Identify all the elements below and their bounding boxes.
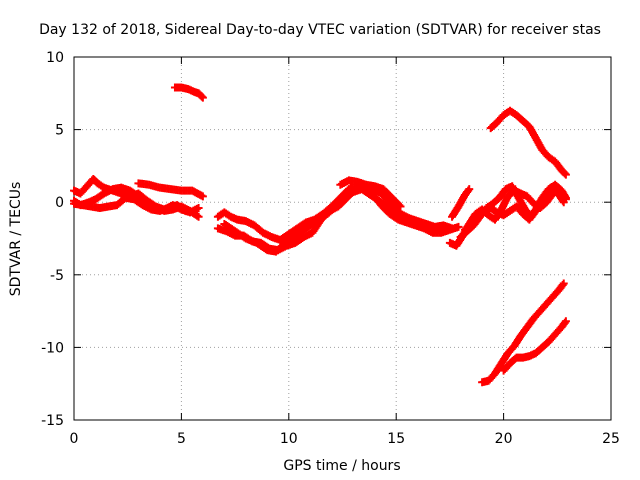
series-track-i — [336, 176, 405, 211]
series-track-p — [499, 317, 570, 375]
data-point — [395, 201, 404, 210]
data-point — [561, 193, 570, 202]
data-point — [454, 222, 463, 231]
series-track-e — [170, 83, 207, 102]
data-point — [198, 93, 207, 102]
series-track-n — [486, 106, 570, 179]
data-point — [560, 169, 569, 178]
y-tick-label: 10 — [46, 50, 64, 66]
data-point — [181, 206, 190, 215]
data-point — [465, 185, 474, 194]
data-point — [194, 204, 203, 213]
x-tick-label: 20 — [495, 431, 513, 447]
x-tick-label: 0 — [70, 431, 79, 447]
data-point — [561, 170, 570, 179]
x-tick-label: 25 — [602, 431, 620, 447]
series-track-d — [134, 179, 207, 201]
chart-title: Day 132 of 2018, Sidereal Day-to-day VTE… — [39, 22, 601, 38]
data-point — [198, 192, 207, 201]
data-point — [558, 280, 567, 289]
series-track-f — [213, 182, 457, 244]
data-point — [396, 202, 405, 211]
data-point — [197, 92, 206, 101]
x-axis-label: GPS time / hours — [283, 458, 400, 474]
data-point — [561, 317, 570, 326]
x-tick-label: 15 — [387, 431, 405, 447]
series-track-m — [460, 180, 570, 234]
x-tick-label: 5 — [177, 431, 186, 447]
data-series — [70, 83, 570, 387]
plot-frame — [73, 56, 612, 421]
data-point — [559, 198, 568, 207]
y-tick-label: -10 — [41, 340, 64, 356]
axis-ticks: 0 5 10 15 20 25 -15 -10 -5 0 5 10 — [41, 50, 620, 447]
series-track-c — [70, 193, 190, 215]
grid-lines — [74, 57, 611, 420]
data-point — [560, 318, 569, 327]
data-point — [194, 212, 203, 221]
data-point — [443, 225, 452, 234]
y-tick-label: 5 — [55, 123, 64, 139]
y-axis-label: SDTVAR / TECUs — [8, 182, 24, 297]
series-track-h — [220, 185, 452, 256]
y-tick-label: -15 — [41, 413, 64, 429]
series-track-o — [478, 279, 568, 387]
data-point — [464, 186, 473, 195]
y-tick-label: 0 — [55, 195, 64, 211]
data-point — [559, 279, 568, 288]
y-tick-label: -5 — [50, 268, 64, 284]
x-tick-label: 10 — [280, 431, 298, 447]
series-track-j — [448, 185, 474, 221]
